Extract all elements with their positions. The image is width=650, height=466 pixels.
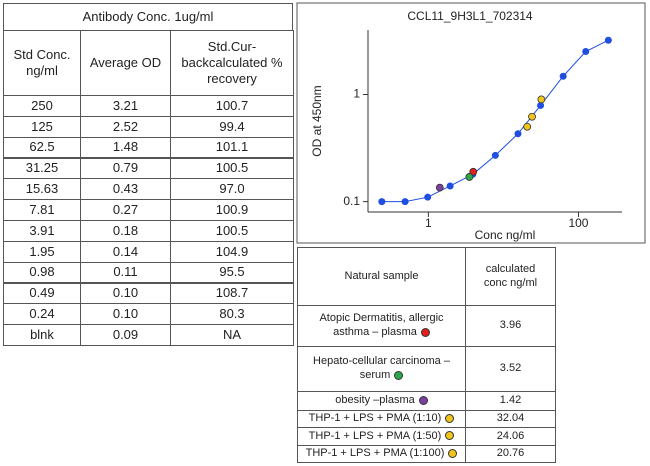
y-axis-label: OD at 450nm xyxy=(310,85,324,156)
cell-text: THP-1 + LPS + PMA (1:50) xyxy=(309,430,455,444)
x-tick-label: 1 xyxy=(425,216,432,230)
cell-text: Std.Cur- backcalculated % recovery xyxy=(181,38,283,87)
cell-text: 95.5 xyxy=(219,264,245,280)
point xyxy=(491,151,499,159)
cell-text: 1.42 xyxy=(499,394,522,407)
chart-frame xyxy=(296,2,646,244)
cell-text: 24.06 xyxy=(496,429,525,442)
point xyxy=(401,198,409,206)
cell-text: 0.79 xyxy=(112,160,139,176)
point xyxy=(435,183,444,192)
cell-text: 1.95 xyxy=(29,243,55,259)
point xyxy=(537,101,545,109)
cell-text: 31.25 xyxy=(25,160,59,176)
cell-text: THP-1 + LPS + PMA (1:100) xyxy=(306,447,458,461)
cell-text: 3.96 xyxy=(499,319,522,332)
chart-title: CCL11_9H3L1_702314 xyxy=(407,9,533,23)
table-cell: NA xyxy=(170,324,294,346)
point xyxy=(528,112,536,121)
cell-text: 101.1 xyxy=(215,139,249,155)
cell-text: obesity –plasma xyxy=(335,394,428,408)
point xyxy=(537,95,546,104)
cell-text: 0.43 xyxy=(112,181,139,197)
cell-text: 0.10 xyxy=(112,306,139,322)
cell-text: 0.11 xyxy=(113,264,138,280)
point xyxy=(378,198,386,206)
table-cell: 20.76 xyxy=(465,445,556,463)
y-tick-label: 0.1 xyxy=(343,194,360,208)
point xyxy=(514,130,522,138)
cell-text: Atopic Dermatitis, allergic asthma – pla… xyxy=(319,312,444,338)
cell-text: 100.5 xyxy=(215,222,249,238)
point xyxy=(465,173,474,181)
cell-text: 0.09 xyxy=(112,326,139,342)
point xyxy=(446,182,454,190)
table-cell: THP-1 + LPS + PMA (1:10) xyxy=(297,410,466,428)
cell-text: 1.48 xyxy=(112,139,139,155)
cell-text: 100.9 xyxy=(215,201,249,217)
cell-text: Antibody Conc. 1ug/ml xyxy=(82,8,214,24)
cell-text: 108.7 xyxy=(215,285,249,301)
cell-text: Std Conc. ng/ml xyxy=(13,46,71,78)
cell-text: 80.3 xyxy=(219,306,245,322)
cell-text: 99.4 xyxy=(219,118,245,134)
cell-text: 62.5 xyxy=(29,139,55,155)
point xyxy=(559,72,567,80)
cell-text: 20.76 xyxy=(496,447,525,460)
sample-dot xyxy=(420,327,430,337)
header-cell: Std Conc. ng/ml xyxy=(3,30,81,96)
cell-text: 100.5 xyxy=(215,160,249,176)
point xyxy=(523,122,532,131)
cell-text: 3.91 xyxy=(29,222,55,238)
cell-text: 125 xyxy=(31,118,53,134)
cell-text: Natural sample xyxy=(344,269,419,282)
point xyxy=(424,193,432,201)
cell-text: 0.24 xyxy=(29,306,55,322)
cell-text: 2.52 xyxy=(112,118,139,134)
point xyxy=(582,47,590,55)
sample-dot xyxy=(418,395,428,405)
point xyxy=(469,167,478,176)
cell-text: 32.04 xyxy=(496,412,525,425)
cell-text: NA xyxy=(222,326,242,342)
cell-text: 0.98 xyxy=(29,264,55,280)
cell-text: Hepato-cellular carcinoma – serum xyxy=(313,355,450,381)
x-tick-label: 100 xyxy=(568,216,588,230)
cell-text: 3.52 xyxy=(499,362,522,375)
cell-text: 15.63 xyxy=(25,181,59,197)
cell-text: 97.0 xyxy=(219,181,245,197)
point xyxy=(604,36,612,44)
cell-text: 0.18 xyxy=(112,222,139,238)
table-cell: THP-1 + LPS + PMA (1:100) xyxy=(297,445,466,463)
cell-text: 250 xyxy=(31,97,53,113)
y-tick-label: 1 xyxy=(353,87,360,101)
cell-text: 100.7 xyxy=(215,97,249,113)
cell-text: 104.9 xyxy=(215,243,249,259)
cell-text: blnk xyxy=(30,326,54,342)
cell-text: 3.21 xyxy=(112,97,139,113)
cell-text: 0.10 xyxy=(112,285,139,301)
x-axis-label: Conc ng/ml xyxy=(475,228,536,242)
sample-dot xyxy=(445,431,455,441)
fit-line xyxy=(381,39,609,203)
cell-text: Average OD xyxy=(89,54,162,70)
cell-text: THP-1 + LPS + PMA (1:10) xyxy=(309,412,455,426)
sample-dot xyxy=(448,448,458,458)
cell-text: calculated conc ng/ml xyxy=(483,262,538,289)
sample-dot xyxy=(445,413,455,423)
sample-dot xyxy=(394,370,404,380)
cell-text: 0.27 xyxy=(112,201,139,217)
cell-text: 0.49 xyxy=(29,285,55,301)
cell-text: 0.14 xyxy=(112,243,139,259)
cell-text: 7.81 xyxy=(29,201,55,217)
